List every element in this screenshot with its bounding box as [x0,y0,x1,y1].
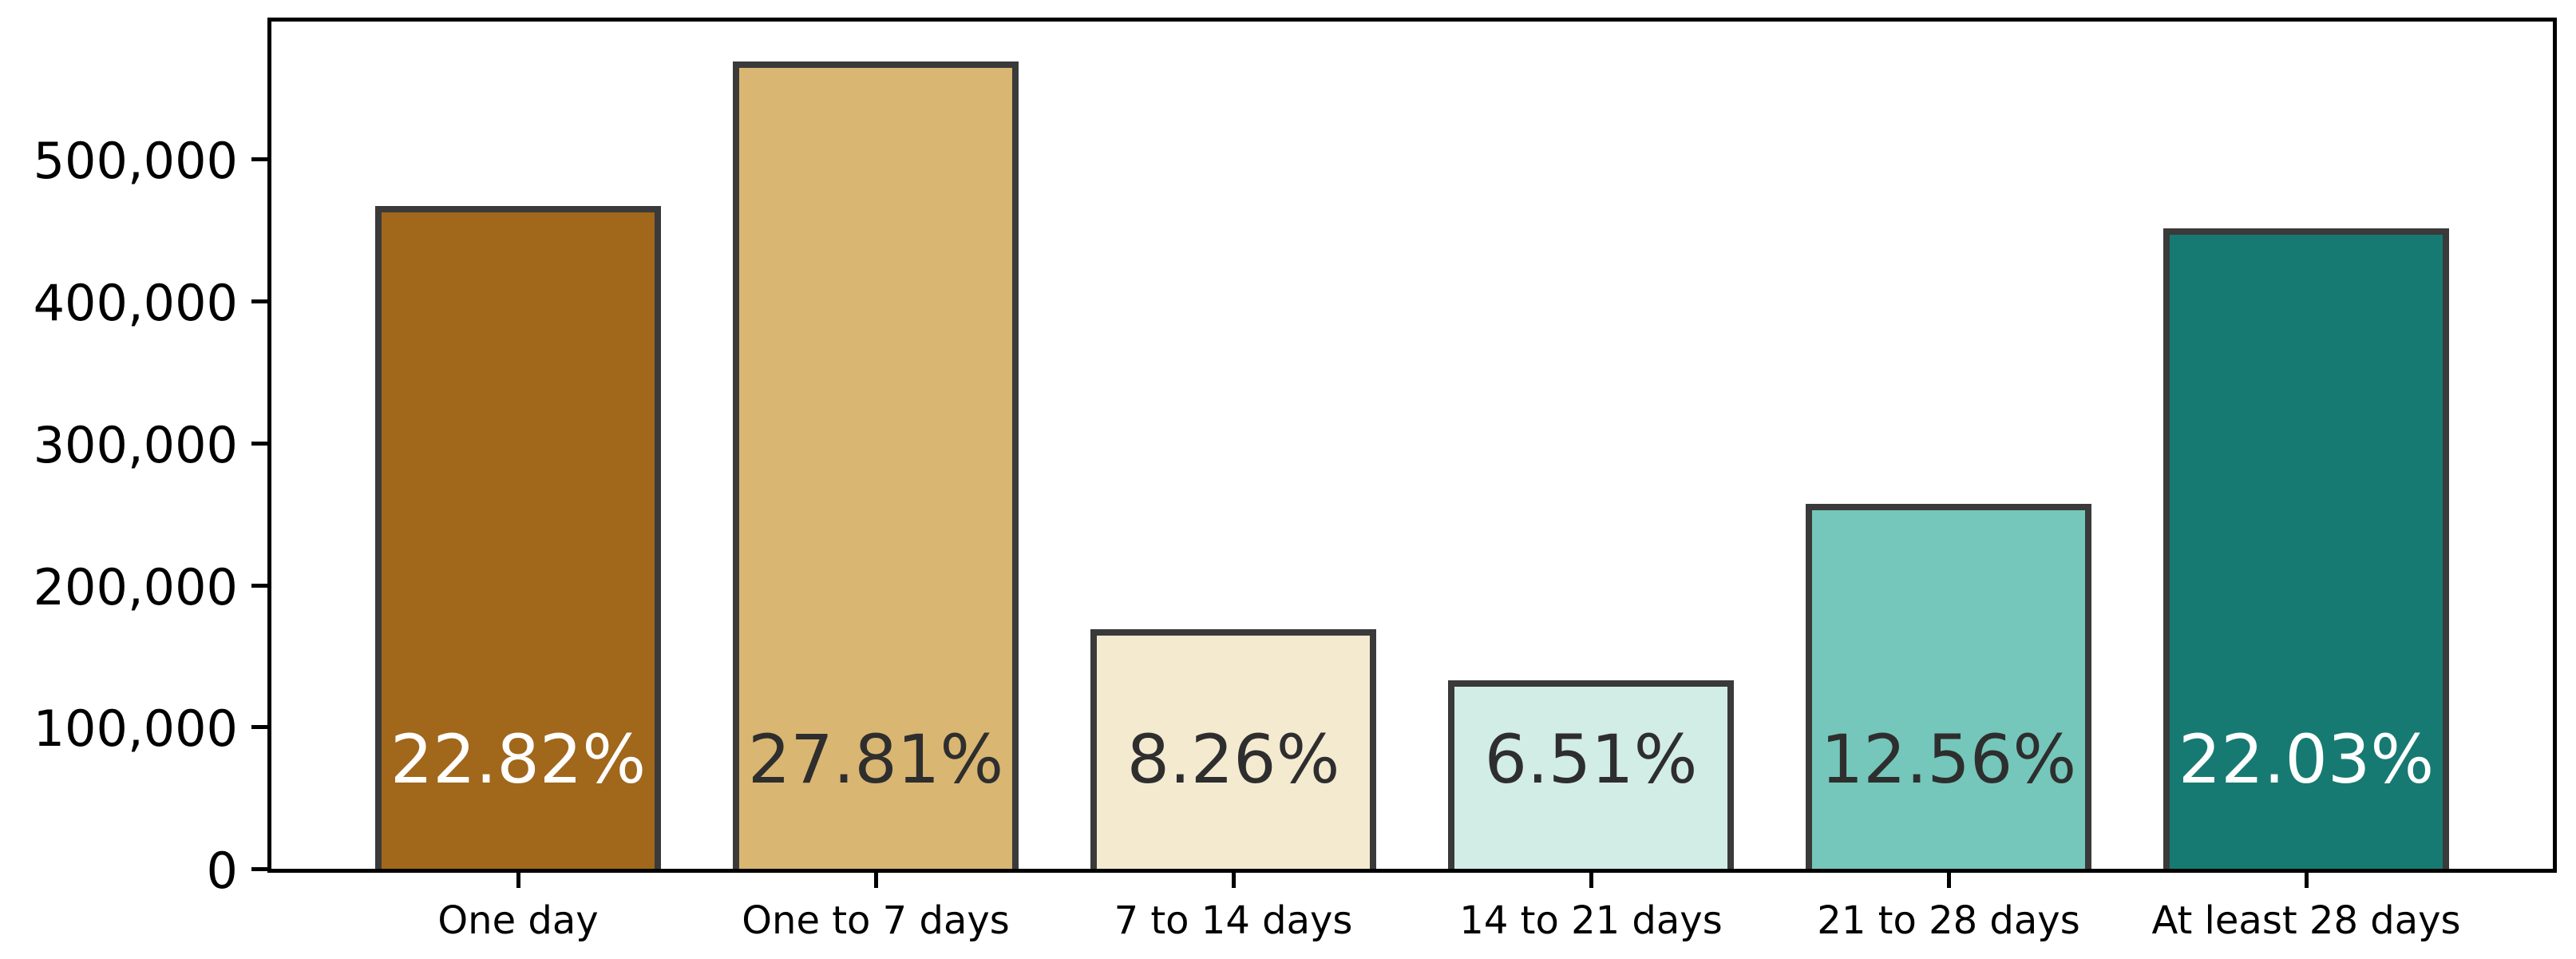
x-axis-tick-label: At least 28 days [2151,898,2461,943]
y-axis-tick-label: 0 [206,842,238,900]
bar-21-to-28-days: 12.56% [1806,504,2091,869]
plot-area: 22.82% 27.81% 8.26% 6.51% 12.56% 22.03% [267,18,2557,873]
x-tick-mark [1947,872,1951,888]
y-tick-mark [251,867,267,871]
bar-percentage-label: 8.26% [1126,720,1340,799]
bar-at-least-28-days: 22.03% [2163,228,2449,869]
bar-percentage-label: 27.81% [747,720,1004,799]
bar-one-day: 22.82% [375,206,661,869]
x-tick-mark [874,872,878,888]
x-tick-mark [1232,872,1236,888]
y-tick-mark [251,584,267,588]
bar-percentage-label: 22.03% [2178,720,2435,799]
y-axis-tick-label: 200,000 [33,558,238,616]
bar-percentage-label: 22.82% [390,720,647,799]
y-axis-tick-label: 500,000 [33,132,238,190]
bar-percentage-label: 6.51% [1484,720,1698,799]
x-tick-mark [516,872,520,888]
bar-7-to-14-days: 8.26% [1090,629,1376,869]
y-axis-tick-label: 300,000 [33,416,238,474]
bar-one-to-7-days: 27.81% [733,61,1019,869]
x-axis-tick-label: 7 to 14 days [1114,898,1353,943]
y-tick-mark [251,442,267,446]
x-axis-tick-label: 21 to 28 days [1817,898,2080,943]
y-tick-mark [251,725,267,729]
x-axis-tick-label: One to 7 days [742,898,1010,943]
y-tick-mark [251,299,267,303]
x-axis-tick-label: 14 to 21 days [1459,898,1723,943]
plot-inner: 22.82% 27.81% 8.26% 6.51% 12.56% 22.03% [271,22,2553,869]
x-tick-mark [1589,872,1593,888]
bar-14-to-21-days: 6.51% [1448,680,1734,869]
y-tick-mark [251,157,267,161]
x-axis-tick-label: One day [437,898,599,943]
bar-percentage-label: 12.56% [1820,720,2077,799]
y-axis-tick-label: 400,000 [33,274,238,332]
y-axis-tick-label: 100,000 [33,699,238,758]
x-tick-mark [2305,872,2309,888]
